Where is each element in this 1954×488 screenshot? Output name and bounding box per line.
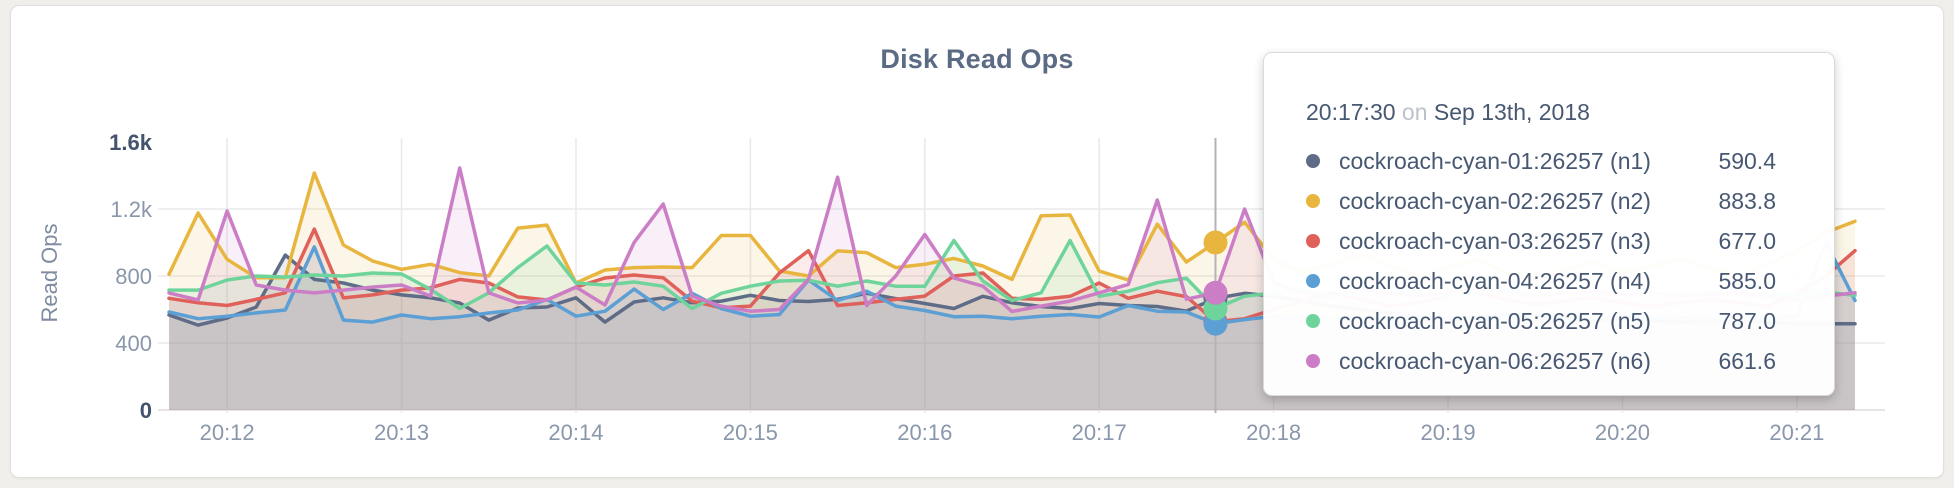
tooltip-series-value: 883.8 bbox=[1718, 187, 1776, 214]
tooltip-on-word: on bbox=[1401, 99, 1428, 125]
tooltip-series-name: cockroach-cyan-04:26257 (n4) bbox=[1339, 267, 1651, 294]
tooltip-series-name: cockroach-cyan-02:26257 (n2) bbox=[1339, 187, 1651, 214]
y-axis-labels: 1.6k 1.2k 800 400 0 bbox=[109, 130, 153, 423]
x-tick-label: 20:13 bbox=[374, 420, 429, 445]
y-axis-title: Read Ops bbox=[37, 223, 62, 322]
tooltip-row-n6: cockroach-cyan-06:26257 (n6) 661.6 bbox=[1306, 341, 1834, 381]
tooltip-time: 20:17:30 bbox=[1306, 99, 1396, 125]
x-tick-label: 20:16 bbox=[897, 420, 952, 445]
x-tick-label: 20:17 bbox=[1072, 420, 1127, 445]
tooltip-series-value: 787.0 bbox=[1718, 307, 1776, 334]
x-tick-label: 20:20 bbox=[1595, 420, 1650, 445]
y-tick-label: 0 bbox=[140, 398, 152, 423]
tooltip-series-value: 677.0 bbox=[1718, 227, 1776, 254]
series-color-dot-icon bbox=[1306, 154, 1320, 168]
x-tick-label: 20:12 bbox=[200, 420, 255, 445]
tooltip-row-n2: cockroach-cyan-02:26257 (n2) 883.8 bbox=[1306, 181, 1834, 221]
hover-dot-n2 bbox=[1203, 230, 1228, 255]
x-tick-label: 20:15 bbox=[723, 420, 778, 445]
series-color-dot-icon bbox=[1306, 314, 1320, 328]
series-color-dot-icon bbox=[1306, 354, 1320, 368]
hover-dots bbox=[1203, 230, 1228, 336]
tooltip-row-n3: cockroach-cyan-03:26257 (n3) 677.0 bbox=[1306, 221, 1834, 261]
chart-title: Disk Read Ops bbox=[880, 44, 1074, 74]
tooltip-series-name: cockroach-cyan-03:26257 (n3) bbox=[1339, 227, 1651, 254]
tooltip-series-name: cockroach-cyan-05:26257 (n5) bbox=[1339, 307, 1651, 334]
y-tick-label: 1.2k bbox=[110, 197, 153, 222]
hover-dot-n6 bbox=[1203, 280, 1228, 305]
tooltip-date: Sep 13th, 2018 bbox=[1433, 99, 1590, 125]
tooltip-row-n5: cockroach-cyan-05:26257 (n5) 787.0 bbox=[1306, 301, 1834, 341]
hover-tooltip: 20:17:30 on Sep 13th, 2018 cockroach-cya… bbox=[1263, 52, 1835, 396]
y-tick-label: 800 bbox=[115, 264, 152, 289]
x-tick-label: 20:14 bbox=[548, 420, 603, 445]
x-tick-label: 20:19 bbox=[1421, 420, 1476, 445]
tooltip-series-value: 661.6 bbox=[1718, 347, 1776, 374]
x-axis-labels: 20:12 20:13 20:14 20:15 20:16 20:17 20:18 20:19… bbox=[200, 420, 1825, 445]
tooltip-rows: cockroach-cyan-01:26257 (n1) 590.4 cockroa… bbox=[1306, 141, 1834, 381]
y-tick-label: 1.6k bbox=[109, 130, 153, 155]
tooltip-series-name: cockroach-cyan-06:26257 (n6) bbox=[1339, 347, 1651, 374]
y-tick-label: 400 bbox=[115, 331, 152, 356]
tooltip-header: 20:17:30 on Sep 13th, 2018 bbox=[1306, 95, 1834, 129]
tooltip-series-value: 585.0 bbox=[1718, 267, 1776, 294]
series-color-dot-icon bbox=[1306, 234, 1320, 248]
series-color-dot-icon bbox=[1306, 274, 1320, 288]
tooltip-row-n4: cockroach-cyan-04:26257 (n4) 585.0 bbox=[1306, 261, 1834, 301]
tooltip-series-value: 590.4 bbox=[1718, 147, 1776, 174]
tooltip-series-name: cockroach-cyan-01:26257 (n1) bbox=[1339, 147, 1651, 174]
x-tick-label: 20:18 bbox=[1246, 420, 1301, 445]
series-color-dot-icon bbox=[1306, 194, 1320, 208]
x-tick-label: 20:21 bbox=[1769, 420, 1824, 445]
tooltip-row-n1: cockroach-cyan-01:26257 (n1) 590.4 bbox=[1306, 141, 1834, 181]
